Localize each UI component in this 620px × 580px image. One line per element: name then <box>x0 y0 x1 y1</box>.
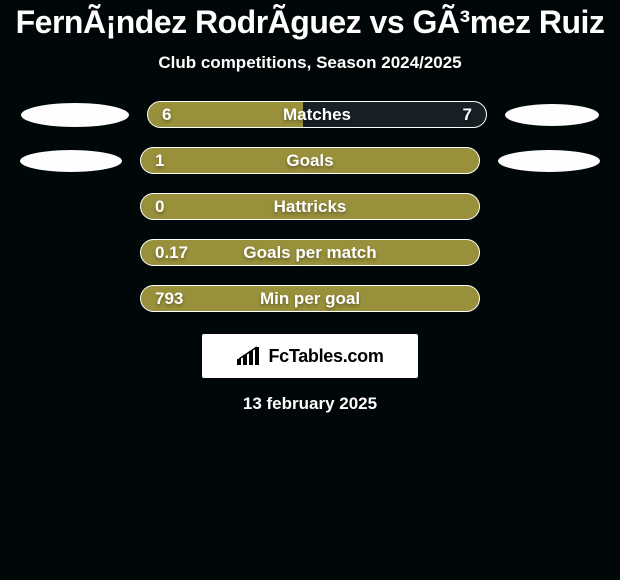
date-label: 13 february 2025 <box>0 394 620 414</box>
stat-name: Goals per match <box>243 243 376 263</box>
stat-name: Hattricks <box>274 197 347 217</box>
attribution-text: FcTables.com <box>268 346 383 367</box>
stat-value-left: 0 <box>155 197 164 217</box>
stat-bar: 6 Matches 7 <box>147 101 487 128</box>
stat-row: 1 Goals <box>0 147 620 174</box>
stat-bar: 793 Min per goal <box>140 285 480 312</box>
player-ellipse-right <box>505 104 599 126</box>
stats-rows: 6 Matches 7 1 Goals 0 Hattricks 0.17 Goals per m… <box>0 101 620 312</box>
attribution-wrap: FcTables.com <box>0 334 620 378</box>
stat-name: Goals <box>286 151 333 171</box>
page-subtitle: Club competitions, Season 2024/2025 <box>0 53 620 73</box>
stat-row: 6 Matches 7 <box>0 101 620 128</box>
page-title: FernÃ¡ndez RodrÃ­guez vs GÃ³mez Ruiz <box>0 0 620 41</box>
stat-row: 0 Hattricks <box>0 193 620 220</box>
stat-value-left: 0.17 <box>155 243 188 263</box>
stat-bar: 0.17 Goals per match <box>140 239 480 266</box>
stat-name: Matches <box>283 105 351 125</box>
attribution-logo-icon <box>236 346 262 366</box>
stat-value-left: 1 <box>155 151 164 171</box>
stat-value-left: 793 <box>155 289 183 309</box>
player-ellipse-left <box>21 103 129 127</box>
stat-row: 0.17 Goals per match <box>0 239 620 266</box>
stat-bar: 1 Goals <box>140 147 480 174</box>
stat-value-left: 6 <box>162 105 171 125</box>
player-ellipse-left <box>20 150 122 172</box>
attribution-badge: FcTables.com <box>202 334 418 378</box>
stat-row: 793 Min per goal <box>0 285 620 312</box>
stat-bar: 0 Hattricks <box>140 193 480 220</box>
player-ellipse-right <box>498 150 600 172</box>
stat-value-right: 7 <box>463 105 472 125</box>
comparison-infographic: FernÃ¡ndez RodrÃ­guez vs GÃ³mez Ruiz Clu… <box>0 0 620 580</box>
stat-name: Min per goal <box>260 289 360 309</box>
